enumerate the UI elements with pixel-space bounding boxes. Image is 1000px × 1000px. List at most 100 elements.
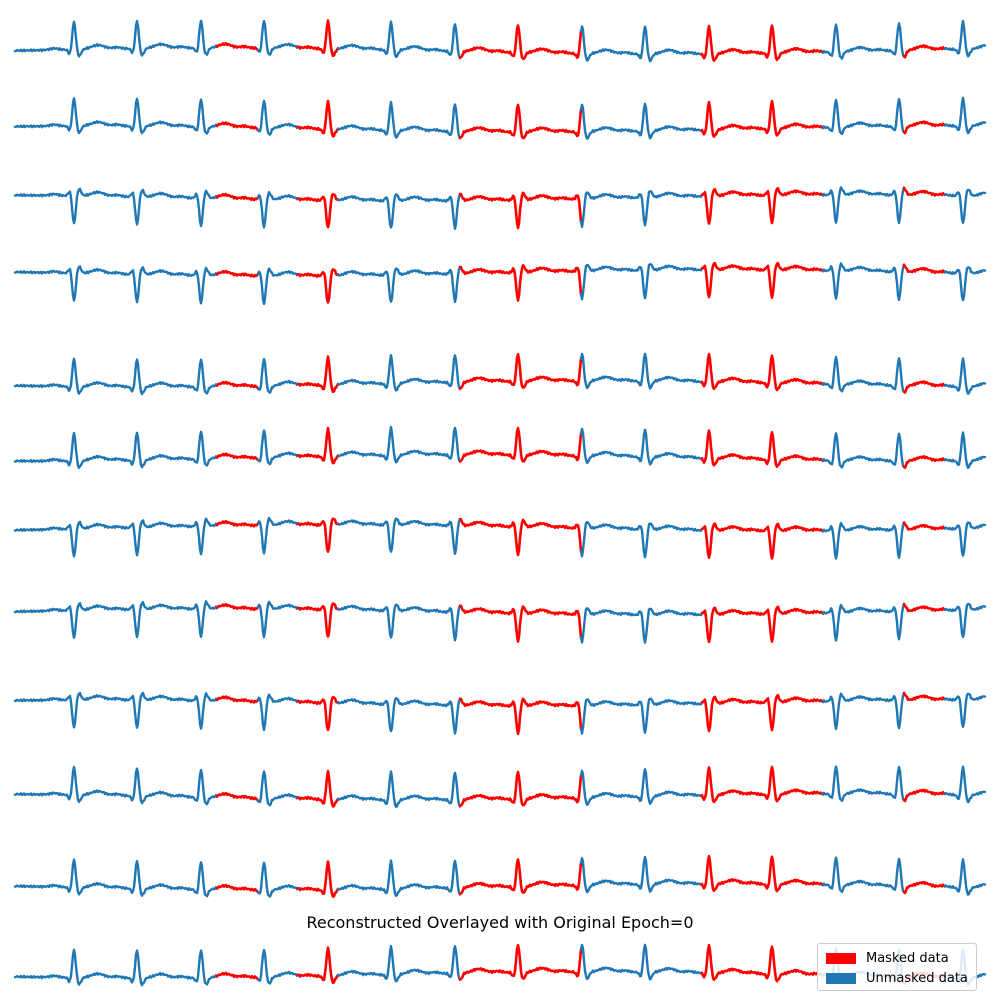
unmasked-segment [134, 358, 179, 396]
unmasked-segment [417, 604, 462, 642]
ecg-strip [13, 261, 987, 306]
ecg-strip [13, 425, 987, 469]
unmasked-segment [175, 19, 219, 56]
unmasked-segment [821, 23, 866, 60]
unmasked-segment [53, 187, 98, 225]
unmasked-segment [862, 263, 906, 301]
masked-segment [700, 100, 745, 138]
masked-segment [902, 880, 947, 895]
unmasked-segment [94, 101, 138, 132]
unmasked-segment [175, 768, 219, 806]
masked-segment [498, 426, 542, 463]
masked-segment [538, 194, 583, 224]
legend: Masked data Unmasked data [817, 943, 977, 991]
masked-segment [215, 380, 260, 390]
unmasked-segment [13, 791, 57, 797]
masked-segment [215, 695, 260, 704]
masked-segment [741, 186, 785, 225]
unmasked-segment [660, 524, 704, 532]
ecg-strip [13, 19, 987, 63]
masked-segment [296, 192, 340, 229]
legend-label-unmasked: Unmasked data [866, 970, 968, 986]
masked-segment [215, 603, 260, 612]
masked-segment [498, 191, 542, 230]
masked-segment [538, 432, 583, 462]
masked-segment [700, 854, 745, 893]
unmasked-segment [256, 770, 300, 807]
unmasked-segment [336, 794, 381, 801]
unmasked-segment [53, 858, 98, 896]
unmasked-segment [619, 697, 664, 734]
unmasked-segment [377, 603, 421, 639]
ecg-strip [13, 516, 987, 560]
masked-segment [498, 518, 542, 557]
unmasked-segment [256, 600, 300, 639]
masked-segment [296, 19, 340, 58]
unmasked-segment [619, 522, 664, 559]
unmasked-segment [619, 352, 664, 390]
masked-segment [498, 24, 542, 61]
legend-item-masked: Masked data [826, 948, 968, 968]
masked-segment [781, 788, 825, 796]
unmasked-segment [579, 191, 623, 228]
masked-segment [781, 264, 825, 273]
masked-segment [498, 944, 542, 980]
unmasked-segment [94, 771, 138, 802]
legend-label-masked: Masked data [866, 950, 949, 966]
unmasked-segment [862, 765, 906, 802]
unmasked-segment [53, 431, 98, 469]
unmasked-segment [862, 186, 906, 225]
unmasked-segment [943, 692, 987, 728]
masked-segment [902, 602, 947, 613]
masked-segment [458, 265, 502, 276]
unmasked-segment [579, 769, 623, 806]
unmasked-segment [175, 430, 219, 467]
unmasked-segment [377, 100, 421, 139]
masked-segment [458, 604, 502, 615]
unmasked-segment [821, 262, 866, 300]
unmasked-segment [821, 432, 866, 469]
unmasked-segment [417, 426, 462, 463]
unmasked-segment [862, 98, 906, 134]
unmasked-segment [619, 25, 664, 63]
masked-segment [458, 46, 502, 60]
unmasked-segment [579, 25, 623, 62]
unmasked-segment [94, 604, 138, 633]
unmasked-segment [619, 263, 664, 300]
unmasked-segment [943, 431, 987, 469]
masked-segment [215, 269, 260, 278]
masked-segment [700, 766, 745, 804]
unmasked-segment [336, 378, 381, 386]
unmasked-segment [417, 697, 462, 735]
ecg-strip [13, 691, 987, 736]
unmasked-segment [256, 19, 300, 56]
masked-segment [215, 121, 260, 132]
masked-segment [215, 520, 260, 528]
unmasked-segment [660, 609, 704, 617]
ecg-strip [13, 600, 987, 644]
masked-segment [498, 770, 542, 807]
unmasked-segment [336, 698, 381, 706]
masked-segment [296, 517, 340, 553]
masked-segment [296, 602, 340, 638]
masked-segment [296, 99, 340, 138]
masked-segment [781, 696, 825, 704]
unmasked-segment [821, 856, 866, 894]
masked-segment [538, 357, 583, 387]
unmasked-segment [377, 354, 421, 392]
masked-segment [498, 103, 542, 140]
unmasked-segment [660, 878, 704, 886]
masked-segment [741, 765, 785, 803]
unmasked-segment [862, 432, 906, 468]
unmasked-segment [94, 190, 138, 221]
unmasked-segment [943, 521, 987, 557]
masked-segment [215, 883, 260, 894]
unmasked-segment [94, 522, 138, 551]
unmasked-segment [53, 765, 98, 804]
masked-segment [902, 186, 947, 197]
unmasked-segment [336, 450, 381, 458]
legend-swatch-masked [826, 952, 856, 964]
masked-segment [538, 266, 583, 296]
unmasked-segment [943, 858, 987, 896]
unmasked-segment [619, 855, 664, 893]
